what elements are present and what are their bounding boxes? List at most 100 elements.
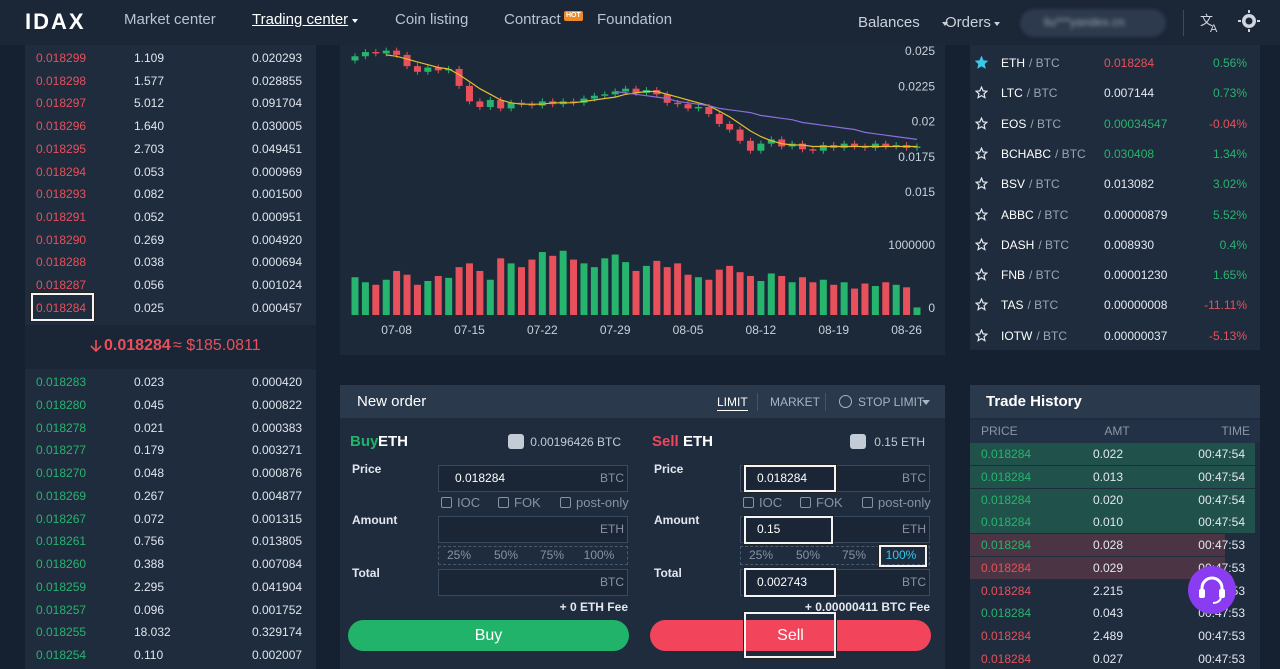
checkbox[interactable] <box>743 497 754 508</box>
book-price[interactable]: 0.018299 <box>36 51 87 65</box>
favorite-star[interactable] <box>975 177 988 191</box>
favorite-star[interactable] <box>975 146 988 160</box>
input-box[interactable] <box>438 569 628 596</box>
market-base[interactable]: LTC <box>1001 86 1023 101</box>
book-price[interactable]: 0.018278 <box>36 420 87 435</box>
language-icon[interactable]: 文A <box>1199 12 1221 34</box>
book-price[interactable]: 0.018298 <box>36 73 87 88</box>
book-price[interactable]: 0.018296 <box>36 119 87 134</box>
market-base[interactable]: FNB <box>1001 268 1025 283</box>
side-balance: 0.15 ETH <box>874 435 925 449</box>
favorite-star[interactable] <box>975 268 988 281</box>
book-price[interactable]: 0.018288 <box>36 255 87 270</box>
candle <box>351 56 359 61</box>
market-base[interactable]: BSV <box>1001 177 1026 192</box>
book-price[interactable]: 0.018260 <box>36 557 87 571</box>
book-price[interactable]: 0.018267 <box>36 511 87 526</box>
order-tab[interactable]: STOP LIMIT <box>858 395 925 409</box>
submit-button[interactable]: Sell <box>650 620 931 651</box>
candle <box>705 107 713 115</box>
checkbox[interactable] <box>862 497 873 508</box>
market-base[interactable]: IOTW <box>1001 328 1033 343</box>
volume-bar <box>767 273 775 315</box>
book-price[interactable]: 0.018277 <box>36 443 87 458</box>
volume-bar <box>830 284 838 315</box>
favorite-star[interactable] <box>975 328 988 342</box>
percent-option[interactable]: 100% <box>885 548 917 562</box>
input-box[interactable] <box>740 516 930 543</box>
side-action: Sell <box>652 433 679 450</box>
market-base[interactable]: ETH <box>1001 56 1025 70</box>
checkbox[interactable] <box>560 497 571 508</box>
book-price[interactable]: 0.018257 <box>36 602 87 617</box>
user-pill[interactable] <box>1020 9 1166 37</box>
book-price[interactable]: 0.018284 <box>36 300 87 315</box>
volume-bar <box>611 254 619 315</box>
book-price[interactable]: 0.018295 <box>36 141 87 156</box>
nav-link[interactable]: Contract <box>504 11 561 28</box>
input-value: 0.15 <box>757 522 781 536</box>
candle <box>476 101 484 107</box>
percent-option[interactable]: 75% <box>841 548 867 562</box>
y-tick-label: 0.0175 <box>898 150 935 164</box>
book-price[interactable]: 0.018291 <box>36 209 87 224</box>
percent-option[interactable]: 50% <box>795 548 821 562</box>
percent-option[interactable]: 50% <box>493 548 519 562</box>
favorite-star[interactable] <box>975 237 988 251</box>
support-chat-button[interactable] <box>1187 565 1237 615</box>
book-price[interactable]: 0.018261 <box>36 534 87 549</box>
trade-price: 0.018284 <box>981 515 1032 530</box>
book-price[interactable]: 0.018283 <box>36 375 87 389</box>
nav-link[interactable]: Coin listing <box>395 11 469 28</box>
percent-box <box>438 546 628 565</box>
book-price[interactable]: 0.018280 <box>36 397 87 412</box>
favorite-star[interactable] <box>975 298 988 312</box>
checkbox[interactable] <box>800 497 811 508</box>
checkbox[interactable] <box>441 497 452 508</box>
favorite-star[interactable] <box>975 86 988 100</box>
market-base[interactable]: DASH <box>1001 237 1035 252</box>
nav-link[interactable]: Trading center <box>252 11 349 28</box>
percent-option[interactable]: 100% <box>583 548 615 562</box>
market-base[interactable]: ABBC <box>1001 207 1034 222</box>
volume-bar <box>674 263 682 315</box>
market-base[interactable]: TAS <box>1001 298 1024 313</box>
nav-link[interactable]: Foundation <box>597 11 673 28</box>
submit-button[interactable]: Buy <box>348 620 629 651</box>
checkbox[interactable] <box>498 497 509 508</box>
book-price[interactable]: 0.018254 <box>36 648 87 662</box>
book-total: 0.030005 <box>252 119 303 134</box>
book-amount: 0.072 <box>134 511 165 526</box>
input-box[interactable] <box>438 465 628 492</box>
book-price[interactable]: 0.018255 <box>36 625 87 640</box>
candle <box>736 129 744 141</box>
nav-balances[interactable]: Balances <box>858 14 920 31</box>
nav-orders[interactable]: Orders <box>945 14 991 31</box>
order-tab[interactable]: MARKET <box>770 395 821 409</box>
favorite-star[interactable] <box>975 56 988 69</box>
favorite-star[interactable] <box>975 116 988 130</box>
book-price[interactable]: 0.018293 <box>36 187 87 202</box>
book-price[interactable]: 0.018290 <box>36 232 87 247</box>
logo: IDAX <box>25 9 86 34</box>
book-amount: 0.048 <box>134 466 165 480</box>
percent-option[interactable]: 25% <box>446 548 472 562</box>
candle <box>497 99 505 109</box>
candle <box>746 140 754 151</box>
input-box[interactable] <box>438 516 628 543</box>
nav-user[interactable]: liu***yandex.cn <box>1044 15 1125 29</box>
percent-option[interactable]: 75% <box>539 548 565 562</box>
market-base[interactable]: EOS <box>1001 116 1027 131</box>
theme-icon[interactable] <box>1238 10 1260 32</box>
order-tab[interactable]: LIMIT <box>717 395 748 411</box>
book-price[interactable]: 0.018270 <box>36 466 87 480</box>
favorite-star[interactable] <box>975 207 988 221</box>
percent-option[interactable]: 25% <box>748 548 774 562</box>
book-price[interactable]: 0.018297 <box>36 96 87 111</box>
nav-link[interactable]: Market center <box>124 11 216 28</box>
book-price[interactable]: 0.018269 <box>36 488 87 503</box>
market-base[interactable]: BCHABC <box>1001 146 1052 161</box>
book-price[interactable]: 0.018287 <box>36 278 87 292</box>
book-price[interactable]: 0.018259 <box>36 579 87 594</box>
book-price[interactable]: 0.018294 <box>36 164 87 179</box>
